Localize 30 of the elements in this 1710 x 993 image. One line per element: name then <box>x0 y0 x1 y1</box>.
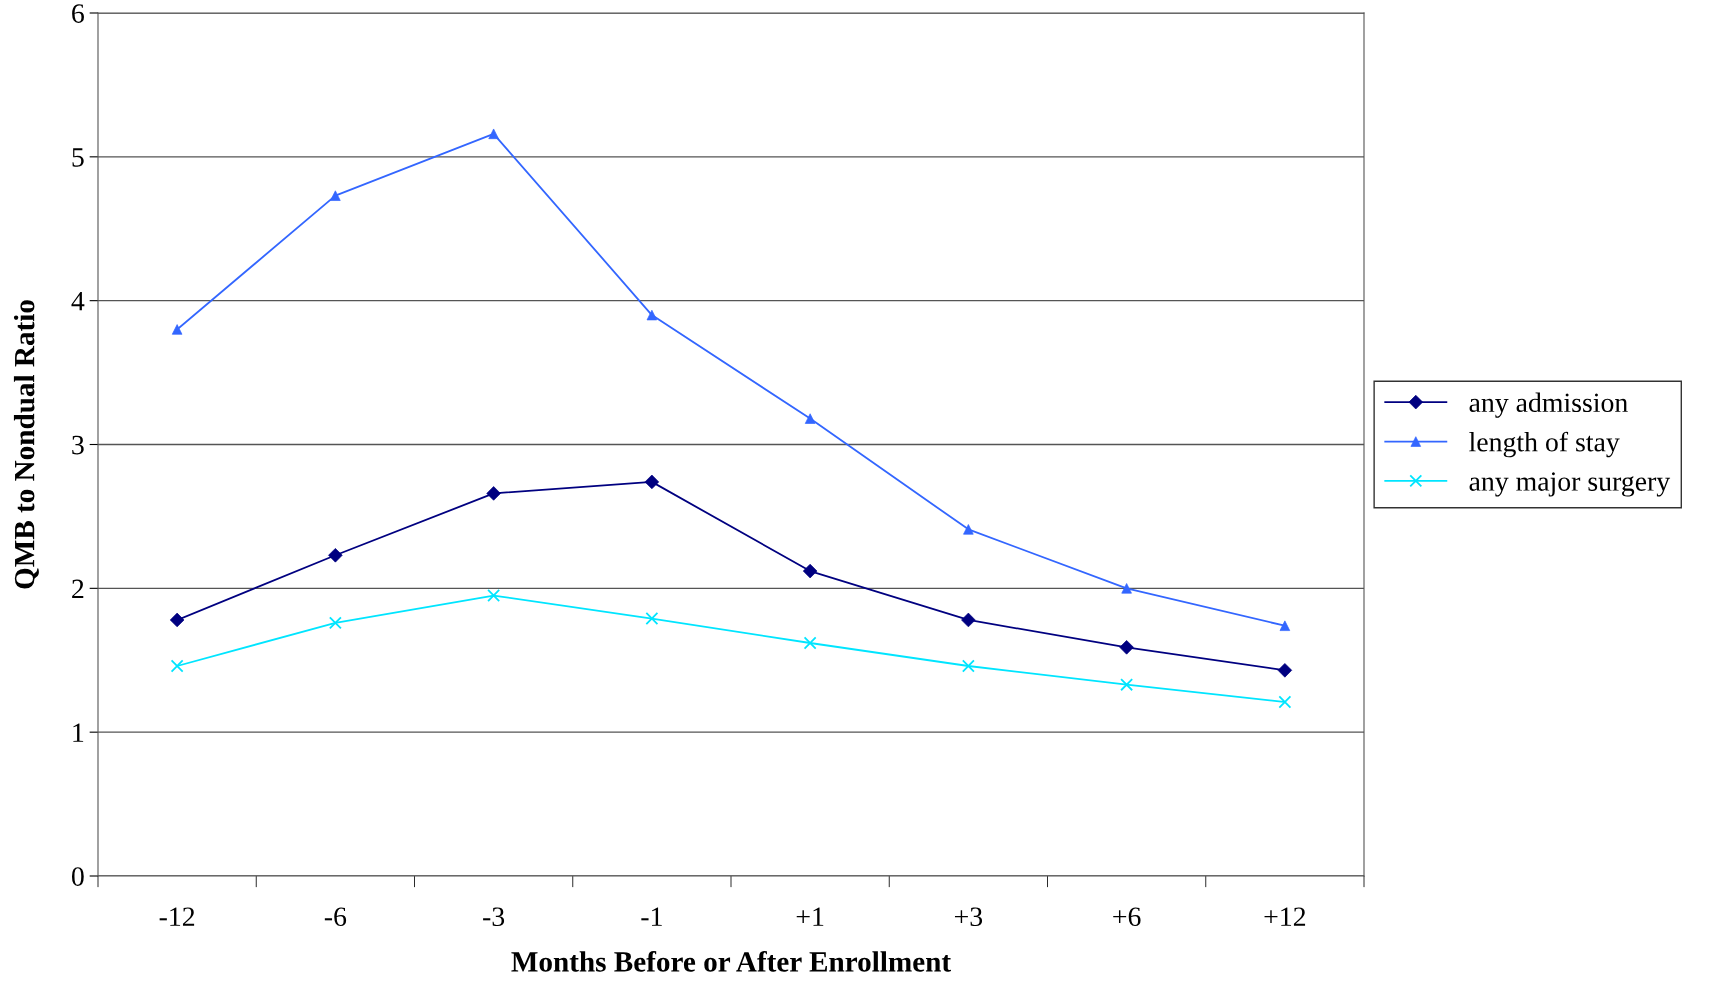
point <box>1278 695 1292 709</box>
x-axis-title: Months Before or After Enrollment <box>511 950 951 972</box>
x-tick-label: +3 <box>954 907 983 927</box>
y-tick-label: 1 <box>73 723 84 742</box>
x-tick-label: +1 <box>796 907 824 926</box>
x-tick-label: -12 <box>159 907 195 926</box>
y-tick-label: 5 <box>72 148 84 167</box>
point <box>328 616 342 630</box>
x-tick-label: +6 <box>1113 907 1141 927</box>
point <box>961 659 975 673</box>
y-tick-label: 0 <box>71 867 84 886</box>
point <box>170 659 184 673</box>
y-axis-title: QMB to Nondual Ratio <box>13 300 39 589</box>
x-tick-label: -3 <box>483 907 505 927</box>
point <box>1277 663 1293 678</box>
legend-label: any major surgery <box>1469 472 1671 497</box>
x-tick-label: -1 <box>641 907 662 926</box>
point <box>487 589 501 602</box>
point <box>645 612 659 625</box>
legend-label: length of stay <box>1469 431 1620 458</box>
point <box>803 636 817 650</box>
point <box>1120 678 1134 692</box>
x-tick-label: +12 <box>1264 907 1306 926</box>
y-tick-label: 6 <box>72 4 84 23</box>
legend-label: any admission <box>1469 392 1628 418</box>
point <box>961 612 976 628</box>
y-tick-label: 3 <box>72 435 84 455</box>
x-tick-label: -6 <box>324 907 347 927</box>
y-tick-label: 4 <box>71 292 85 311</box>
y-tick-label: 2 <box>72 579 84 598</box>
